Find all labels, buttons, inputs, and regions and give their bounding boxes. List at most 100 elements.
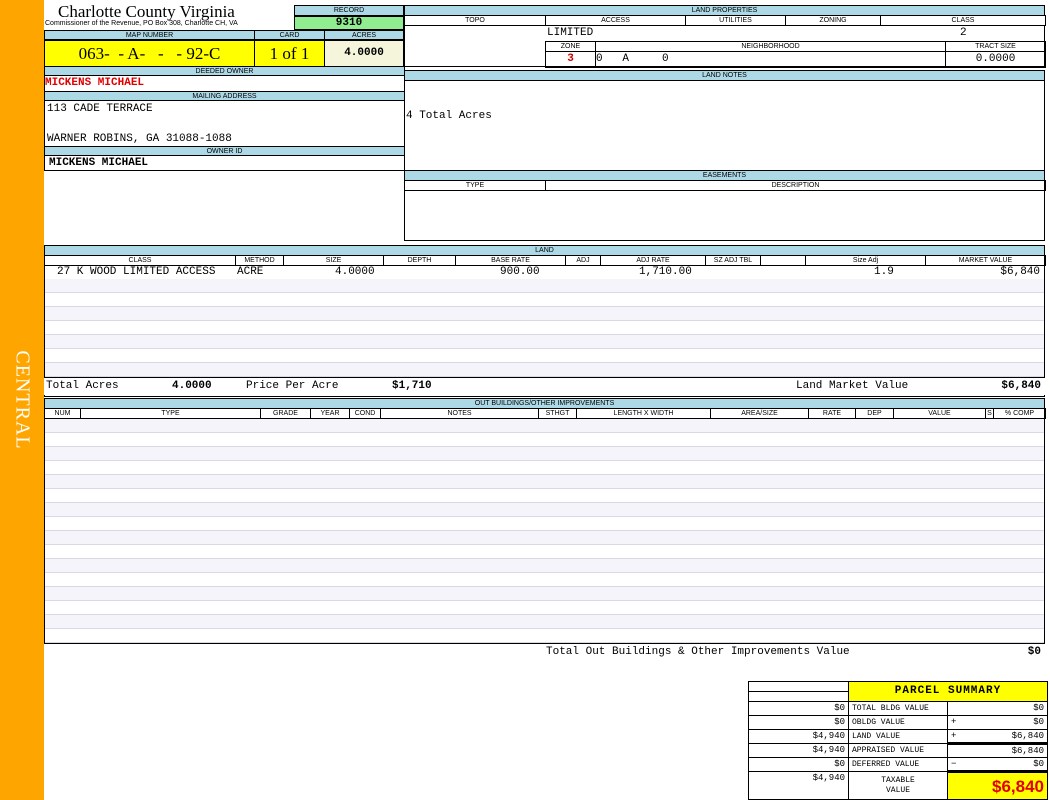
summary-row: $4,940 LAND VALUE + $6,840 — [748, 729, 1049, 745]
land-adj-rate: 1,710.00 — [639, 266, 692, 278]
land-empty-row — [45, 307, 1044, 321]
outbuilding-empty-row — [45, 629, 1044, 643]
zoning-header: ZONING — [785, 15, 881, 26]
land-notes-label: LAND NOTES — [404, 70, 1045, 81]
outbuilding-empty-row — [45, 489, 1044, 503]
outbuilding-column-header: AREA/SIZE — [710, 408, 809, 419]
deeded-owner: MICKENS MICHAEL — [45, 77, 145, 89]
summary-prior-value: $4,940 — [748, 729, 849, 744]
summary-prior-value: $4,940 — [748, 743, 849, 758]
summary-operator: + — [951, 730, 957, 741]
land-empty-row — [45, 335, 1044, 349]
easement-description-header: DESCRIPTION — [545, 180, 1046, 191]
land-column-header: MARKET VALUE — [925, 255, 1046, 266]
neighborhood-value: 0 A 0 — [595, 51, 946, 68]
outbuilding-column-header: RATE — [808, 408, 856, 419]
outbuilding-column-header: GRADE — [260, 408, 311, 419]
land-column-header: SIZE — [283, 255, 384, 266]
outbuilding-column-header: YEAR — [310, 408, 350, 419]
class-header: CLASS — [880, 15, 1046, 26]
outbuildings-total-value: $0 — [1027, 646, 1041, 658]
land-column-header: DEPTH — [383, 255, 456, 266]
land-table: CLASS METHOD SIZE DEPTH BASE RATE ADJ ADJ RATE… — [44, 255, 1046, 266]
outbuildings-total: Total Out Buildings & Other Improvements… — [44, 643, 1045, 661]
land-size: 4.0000 — [335, 266, 375, 278]
land-totals: Total Acres 4.0000 Price Per Acre $1,710… — [44, 377, 1045, 395]
outbuilding-column-header: LENGTH X WIDTH — [576, 408, 711, 419]
outbuilding-empty-row — [45, 573, 1044, 587]
sidebar: CENTRAL — [0, 0, 44, 800]
land-column-header — [760, 255, 806, 266]
outbuilding-empty-row — [45, 559, 1044, 573]
summary-label: TOTAL BLDG VALUE — [848, 701, 948, 716]
summary-operator: − — [951, 758, 957, 769]
land-notes-panel — [404, 70, 1045, 171]
record-label: RECORD — [294, 5, 404, 16]
land-market-value-total: $6,840 — [1001, 380, 1041, 392]
price-per-acre-label: Price Per Acre — [246, 380, 339, 392]
summary-amount: $0 — [1033, 758, 1045, 769]
outbuilding-empty-row — [45, 601, 1044, 615]
parcel-summary: PARCEL SUMMARY $0 TOTAL BLDG VALUE $0 $0 OBL… — [748, 681, 1049, 800]
outbuilding-empty-row — [45, 517, 1044, 531]
deeded-owner-label: DEEDED OWNER — [44, 66, 405, 76]
land-column-header: METHOD — [235, 255, 284, 266]
outbuilding-column-header: NUM — [44, 408, 81, 419]
card-value: 1 of 1 — [254, 40, 325, 67]
outbuilding-empty-row — [45, 587, 1044, 601]
land-column-header: ADJ — [565, 255, 601, 266]
class-value: 2 — [960, 27, 967, 39]
county-title: Charlotte County Virginia — [58, 2, 235, 21]
zone-value: 3 — [545, 51, 596, 68]
outbuilding-column-header: TYPE — [80, 408, 261, 419]
land-empty-row — [45, 293, 1044, 307]
outbuilding-empty-row — [45, 475, 1044, 489]
outbuilding-empty-row — [45, 531, 1044, 545]
zone-header: ZONE — [545, 41, 596, 52]
tract-size-value: 0.0000 — [945, 51, 1046, 68]
land-method: ACRE — [237, 266, 264, 278]
total-acres: 4.0000 — [172, 380, 212, 392]
outbuilding-column-header: STHGT — [538, 408, 577, 419]
summary-row: $0 DEFERRED VALUE − $0 — [748, 757, 1049, 773]
address-line-2: WARNER ROBINS, GA 31088-1088 — [47, 133, 232, 145]
land-market-value-label: Land Market Value — [796, 380, 909, 392]
easement-type-header: TYPE — [404, 180, 546, 191]
outbuilding-empty-row — [45, 461, 1044, 475]
land-notes-text: 4 Total Acres — [406, 110, 492, 122]
summary-row: $4,940 APPRAISED VALUE $6,840 — [748, 743, 1049, 758]
outbuildings-total-label: Total Out Buildings & Other Improvements… — [546, 646, 850, 658]
access-value: LIMITED — [547, 27, 594, 39]
summary-value: − $0 — [946, 757, 1049, 773]
outbuilding-empty-row — [45, 615, 1044, 629]
land-market-value: $6,840 — [1000, 266, 1040, 278]
land-column-header: Size Adj — [805, 255, 926, 266]
map-number: 063- - A- - - 92-C — [44, 40, 255, 67]
summary-amount: $6,840 — [1011, 730, 1045, 741]
land-column-header: CLASS — [44, 255, 236, 266]
summary-prior-value: $0 — [748, 701, 849, 716]
topo-header: TOPO — [404, 15, 546, 26]
address-line-1: 113 CADE TERRACE — [47, 103, 153, 115]
price-per-acre: $1,710 — [392, 380, 432, 392]
summary-prior-value: $0 — [748, 757, 849, 772]
outbuilding-empty-row — [45, 447, 1044, 461]
tract-size-header: TRACT SIZE — [945, 41, 1046, 52]
land-column-header: SZ ADJ TBL — [705, 255, 761, 266]
outbuilding-column-header: NOTES — [380, 408, 539, 419]
summary-label: LAND VALUE — [848, 729, 948, 744]
outbuildings-table: NUM TYPE GRADE YEAR COND NOTES STHGT LENGTH X W… — [44, 408, 1046, 419]
outbuilding-empty-row — [45, 419, 1044, 433]
outbuilding-column-header: DEP — [855, 408, 894, 419]
outbuilding-column-header: % COMP — [993, 408, 1046, 419]
mailing-address-label: MAILING ADDRESS — [44, 91, 405, 101]
taxable-label: TAXABLE VALUE — [848, 771, 948, 800]
district-label: CENTRAL — [11, 350, 34, 450]
owner-id-label: OWNER ID — [44, 146, 405, 156]
summary-row: $0 TOTAL BLDG VALUE $0 — [748, 701, 1049, 716]
outbuilding-column-header: COND — [349, 408, 381, 419]
land-column-header: ADJ RATE — [600, 255, 706, 266]
access-header: ACCESS — [545, 15, 686, 26]
summary-prior-value: $0 — [748, 715, 849, 730]
outbuilding-column-header: VALUE — [893, 408, 986, 419]
